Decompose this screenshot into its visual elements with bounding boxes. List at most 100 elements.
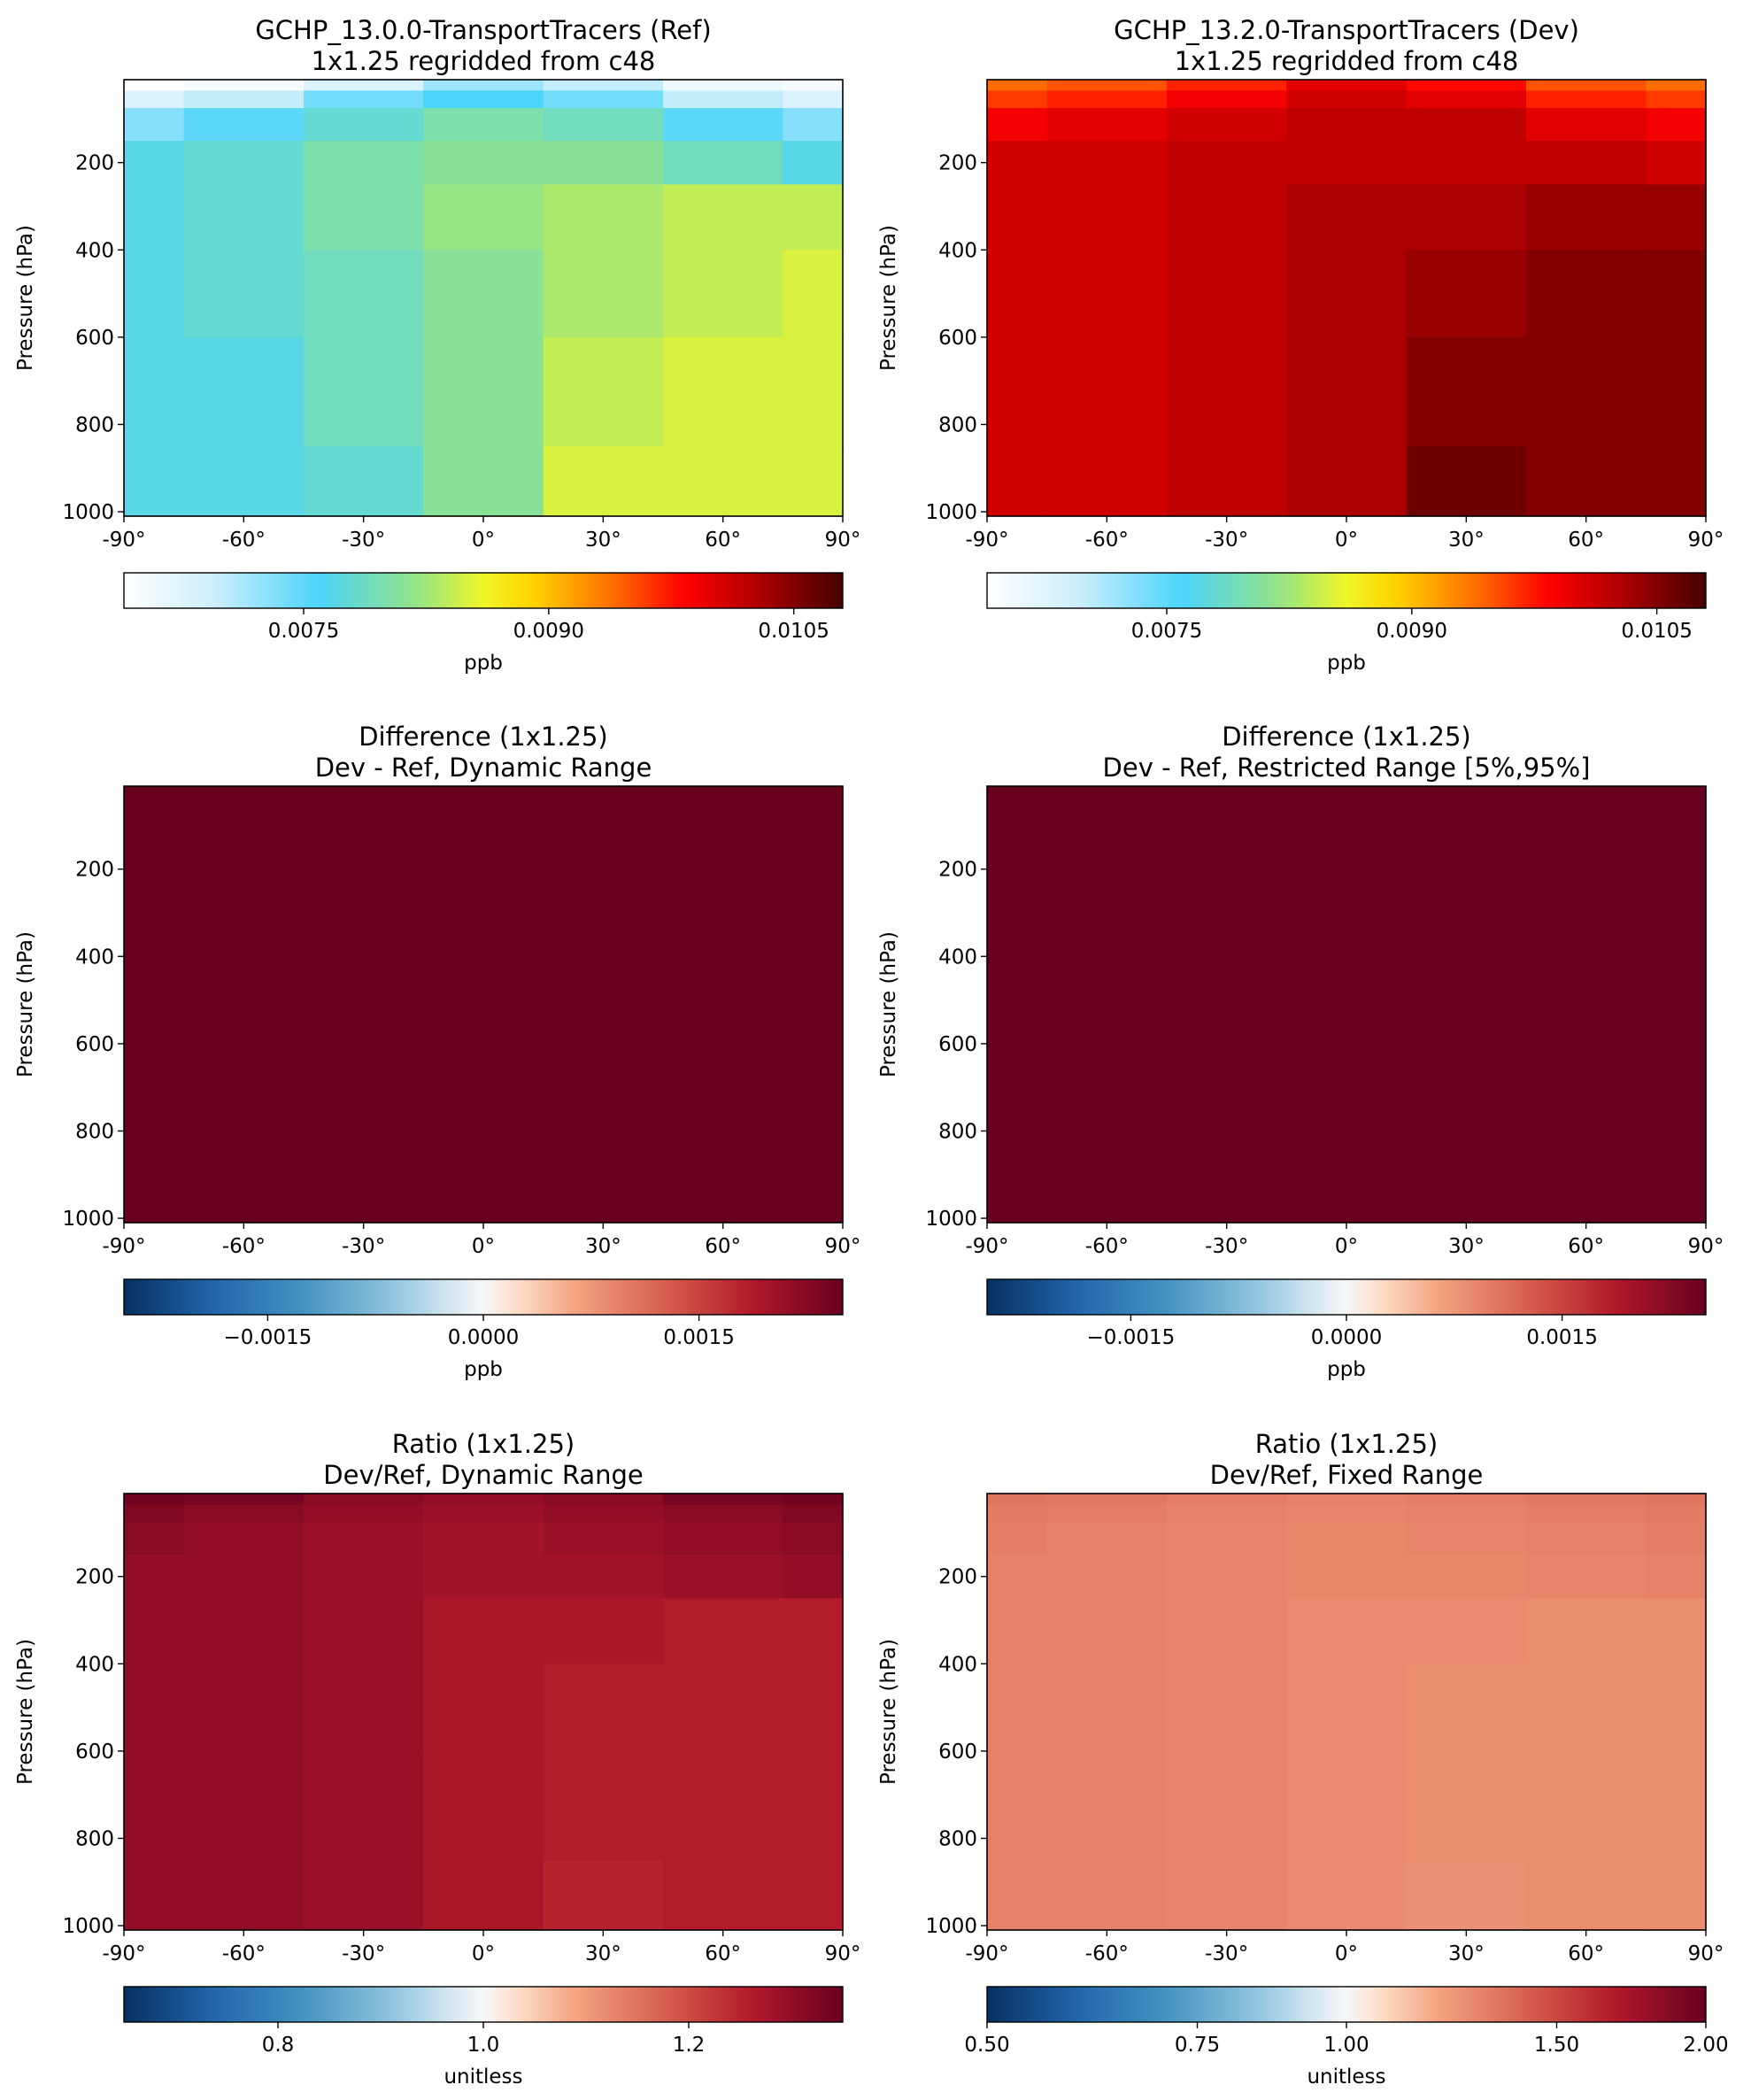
heatmap-cell [483,1004,844,1224]
heatmap-cell [1646,446,1707,517]
heatmap-cell [304,1504,424,1523]
heatmap-cell [304,80,424,91]
heatmap-cell [183,1555,305,1599]
y-axis-label: Pressure (hPa) [14,225,37,371]
heatmap-cell [663,1860,783,1931]
heatmap-cell [1286,1860,1408,1931]
x-tick-label: -90° [965,1942,1008,1965]
heatmap-cell [1526,108,1647,142]
heatmap-cell [1046,250,1168,338]
colorbar-label: unitless [1307,2065,1385,2088]
x-tick-label: 60° [705,529,741,552]
colorbar-tick-label: 0.0075 [268,620,339,643]
colorbar-tick-label: 1.00 [1323,2034,1369,2057]
heatmap-cell [1406,1504,1527,1523]
heatmap-cell [543,90,664,109]
heatmap-cell [783,1504,844,1523]
chart-subtitle: Dev - Ref, Dynamic Range [315,753,652,783]
heatmap-cell [1286,184,1408,251]
heatmap-cell [124,1494,185,1505]
heatmap-cell [304,1750,424,1861]
heatmap-cell [987,1504,1048,1523]
y-axis-label: Pressure (hPa) [877,931,900,1077]
heatmap-cell [783,1664,844,1752]
x-tick-label: -90° [102,1235,145,1258]
heatmap-cell [1406,1750,1527,1861]
heatmap-cell [987,1004,1347,1224]
heatmap-cell [783,108,844,142]
x-tick-label: 60° [1568,1942,1604,1965]
x-tick-label: 90° [825,1235,861,1258]
heatmap-cell [663,108,783,142]
heatmap-cell [423,1664,544,1752]
heatmap-cell [987,184,1048,251]
heatmap-cell [783,250,844,338]
heatmap-cell [543,184,664,251]
heatmap-cell [1286,1598,1408,1664]
heatmap-field [987,786,1707,1224]
y-tick-label: 400 [938,946,977,969]
x-tick-label: -60° [222,1942,266,1965]
heatmap-cell [1286,1504,1408,1523]
y-tick-label: 600 [75,327,114,350]
y-tick-label: 800 [938,1827,977,1850]
y-tick-label: 1000 [62,501,114,524]
heatmap-cell [1167,90,1287,109]
x-tick-label: 90° [825,1942,861,1965]
colorbar-tick-label: 0.8 [262,2034,295,2057]
colorbar [986,1986,1707,2023]
colorbar-tick-label: 1.2 [673,2034,706,2057]
heatmap-cell [124,1522,185,1556]
heatmap-cell [543,1504,664,1523]
heatmap-cell [987,1750,1048,1861]
heatmap-cell [1646,184,1707,251]
heatmap-cell [1046,108,1168,142]
colorbar [123,1278,844,1316]
heatmap-field [124,1494,844,1931]
y-axis-label: Pressure (hPa) [877,225,900,371]
heatmap-cell [1286,1664,1408,1752]
colorbar-tick-label: 0.0075 [1131,620,1202,643]
x-tick-label: 90° [1688,1942,1724,1965]
heatmap-cell [183,446,305,517]
heatmap-cell [1406,1860,1527,1931]
chart-panel-5: Ratio (1x1.25)Dev/Ref, Dynamic Range -90°… [14,1429,860,2088]
heatmap-cell [1167,250,1287,338]
heatmap-cell [1526,1555,1647,1599]
heatmap-cell [183,1504,305,1523]
heatmap-cell [783,336,844,447]
heatmap-cell [1286,1494,1408,1505]
heatmap-cell [1167,446,1287,517]
chart-subtitle: 1x1.25 regridded from c48 [1175,46,1519,76]
heatmap-cell [1406,90,1527,109]
heatmap-cell [1167,1494,1287,1505]
heatmap-cell [183,184,305,251]
heatmap-cell [783,1494,844,1505]
heatmap-cell [1167,1504,1287,1523]
heatmap-field [987,80,1707,517]
heatmap-cell [1046,1522,1168,1556]
heatmap-cell [1046,1664,1168,1752]
heatmap-cell [543,1494,664,1505]
heatmap-cell [124,184,185,251]
x-tick-label: 0° [1335,1942,1358,1965]
colorbar-label: ppb [464,1358,503,1381]
heatmap-cell [124,336,185,447]
y-tick-label: 800 [75,1827,114,1850]
heatmap-cell [1286,141,1408,185]
heatmap-cell [124,1750,185,1861]
heatmap-cell [1406,1598,1527,1664]
heatmap-cell [987,90,1048,109]
heatmap-cell [183,1598,305,1664]
x-tick-label: -90° [102,529,145,552]
colorbar-tick-label: 0.0105 [758,620,829,643]
heatmap-cell [1526,250,1647,338]
heatmap-cell [1526,184,1647,251]
heatmap-cell [124,446,185,517]
x-tick-label: -60° [1085,529,1129,552]
y-tick-label: 600 [938,1741,977,1764]
heatmap-cell [124,1504,185,1523]
heatmap-cell [1406,184,1527,251]
heatmap-cell [183,1750,305,1861]
heatmap-cell [1406,141,1527,185]
